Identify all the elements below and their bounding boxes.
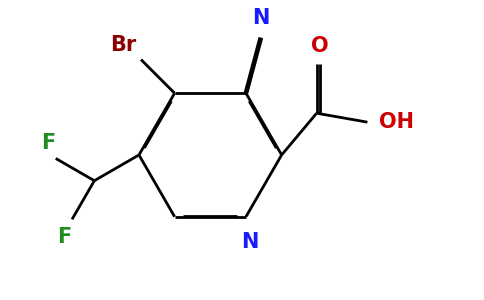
Text: N: N — [241, 232, 258, 252]
Text: F: F — [57, 227, 71, 247]
Text: Br: Br — [110, 34, 136, 55]
Text: F: F — [41, 134, 55, 154]
Text: N: N — [252, 8, 270, 28]
Text: OH: OH — [379, 112, 414, 132]
Text: O: O — [311, 36, 329, 56]
